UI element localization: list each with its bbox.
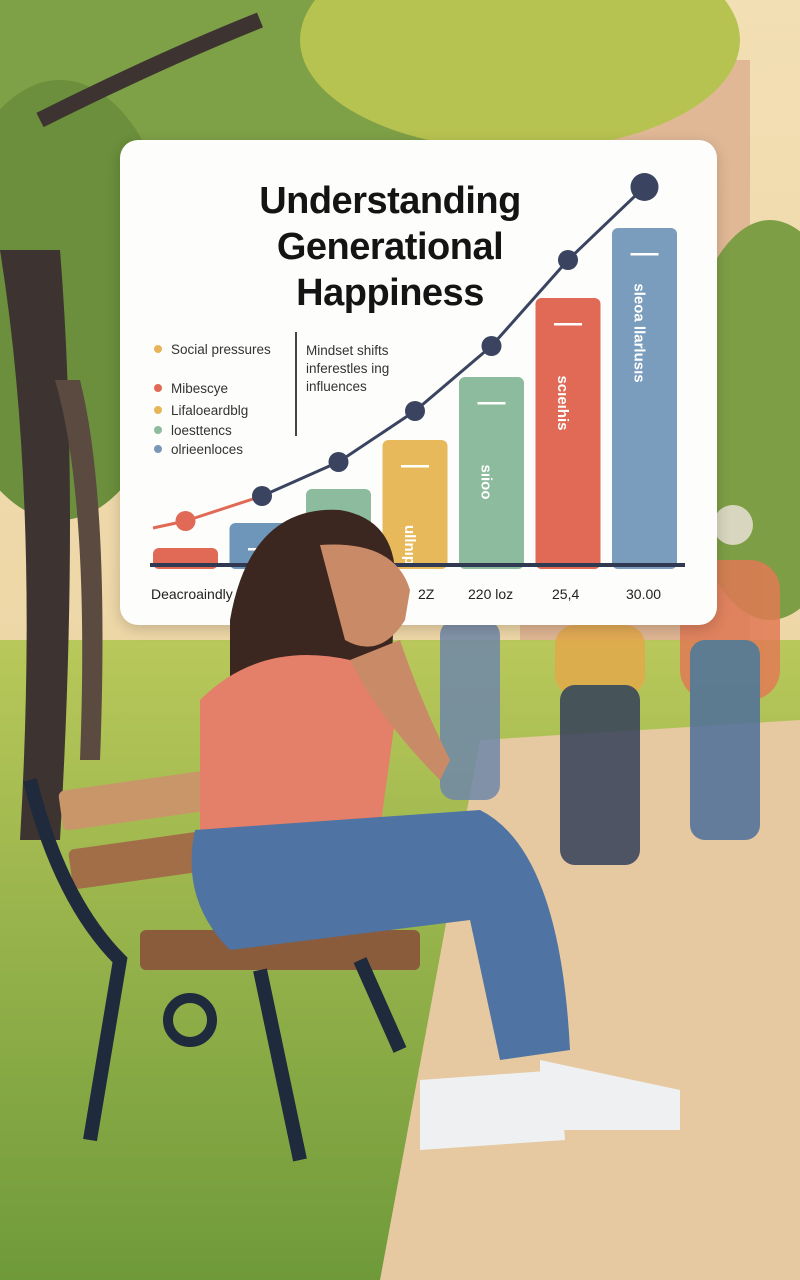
- legend-label: loesttencs: [171, 423, 232, 438]
- legend-dot: [154, 345, 162, 353]
- legend-dot: [154, 445, 162, 453]
- legend-dot: [154, 384, 162, 392]
- x-tick-label: 30.00: [626, 586, 662, 602]
- legend-item: Lifaloeardblg: [154, 403, 248, 418]
- line-point: [558, 250, 578, 270]
- bar-label: ullnıp: [401, 525, 418, 565]
- face: [320, 544, 410, 647]
- x-tick-label: 2Z: [418, 586, 435, 602]
- legend-label: Social pressures: [171, 342, 271, 357]
- line-point: [252, 486, 272, 506]
- bench: [23, 769, 420, 1162]
- legend-item: loesttencs: [154, 423, 232, 438]
- divider: [295, 332, 297, 436]
- arm: [350, 640, 450, 780]
- line-segment: [185, 494, 263, 523]
- bar-label-mark: [477, 402, 506, 405]
- tree-trunk: [0, 250, 70, 840]
- bar-label: sleoa llarlusıs: [631, 283, 648, 382]
- legend-label: Lifaloeardblg: [171, 403, 249, 418]
- legend-item: olrieenloces: [154, 442, 243, 457]
- legend-label: olrieenloces: [171, 442, 244, 457]
- sneaker: [420, 1070, 565, 1150]
- line-segment: [566, 185, 646, 262]
- chart-title: Understanding Generational Happiness: [259, 180, 521, 314]
- bar: [612, 228, 677, 569]
- x-axis: [150, 563, 685, 567]
- legend-dot: [154, 406, 162, 414]
- shirt: [200, 655, 396, 830]
- bar-label: scıeıhis: [554, 375, 571, 430]
- annotation: Mindset shifts inferestles ing influence…: [306, 343, 390, 394]
- bar: [382, 440, 448, 569]
- bar: [459, 377, 524, 569]
- line-segment: [414, 344, 493, 413]
- bar-label-mark: [630, 253, 659, 256]
- bar-label-mark: [554, 323, 582, 326]
- x-tick-label: 220 loz: [468, 586, 514, 602]
- bar-label-mark: [401, 465, 429, 468]
- sneaker: [540, 1060, 680, 1130]
- legend-label: Mibescye: [171, 381, 229, 396]
- line-point: [175, 511, 196, 531]
- x-tick-label: 25,4: [552, 586, 580, 602]
- jeans: [191, 810, 570, 1060]
- line-point: [481, 336, 502, 356]
- line-point: [630, 173, 659, 201]
- line-segment: [261, 460, 340, 498]
- legend-item: Social pressures: [154, 342, 271, 357]
- line-segment: [337, 409, 416, 464]
- line-point: [328, 452, 349, 472]
- bar: [535, 298, 601, 569]
- walkers: [440, 505, 780, 865]
- legend-item: Mibescye: [154, 381, 228, 396]
- line-point: [405, 401, 425, 421]
- legend-dot: [154, 426, 162, 434]
- x-tick-label: Deacroaindly NG: [151, 586, 258, 602]
- line-segment: [490, 259, 570, 347]
- bar-label: sıioo: [478, 464, 495, 499]
